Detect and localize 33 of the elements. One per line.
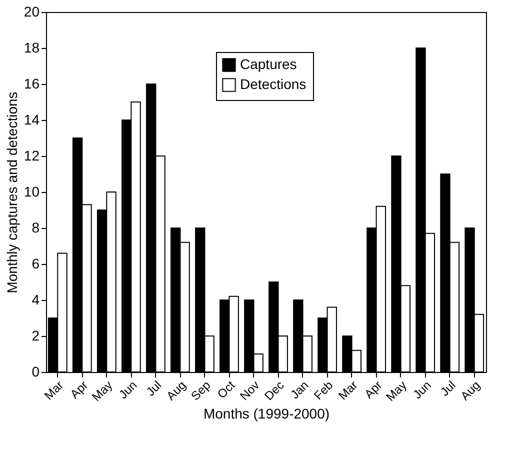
y-tick-label: 6 (32, 256, 40, 272)
y-axis-title: Monthly captures and detections (4, 92, 20, 294)
legend-label: Detections (240, 76, 306, 92)
y-tick-label: 18 (24, 40, 40, 56)
x-tick-label: Sep (188, 378, 214, 404)
legend-label: Captures (240, 56, 297, 72)
x-tick-label: Oct (214, 378, 238, 402)
y-tick-label: 10 (24, 184, 40, 200)
y-tick-label: 14 (24, 112, 40, 128)
x-tick-label: Jun (410, 378, 434, 402)
x-tick-label: Jul (143, 378, 164, 399)
y-tick-label: 2 (32, 328, 40, 344)
x-tick-label: Jan (288, 378, 312, 402)
x-tick-label: Dec (262, 378, 287, 404)
x-tick-label: Mar (336, 378, 360, 403)
x-tick-label: Apr (68, 378, 91, 402)
y-tick-label: 12 (24, 148, 40, 164)
y-tick-label: 0 (32, 364, 40, 380)
x-tick-label: Apr (362, 378, 385, 402)
x-tick-label: Feb (311, 378, 336, 403)
y-tick-label: 8 (32, 220, 40, 236)
x-tick-label: Aug (458, 378, 483, 404)
x-tick-label: Jul (438, 378, 458, 399)
x-tick-label: Nov (237, 378, 262, 404)
x-tick-label: Aug (164, 378, 189, 404)
x-axis-title: Months (1999-2000) (203, 405, 330, 422)
x-tick-label: Mar (42, 378, 66, 403)
x-tick-label: Jun (116, 378, 140, 402)
x-tick-label: May (383, 378, 410, 404)
y-tick-label: 20 (24, 4, 40, 20)
y-tick-label: 16 (24, 76, 40, 92)
x-tick-label: May (89, 378, 116, 404)
y-tick-label: 4 (32, 292, 40, 308)
